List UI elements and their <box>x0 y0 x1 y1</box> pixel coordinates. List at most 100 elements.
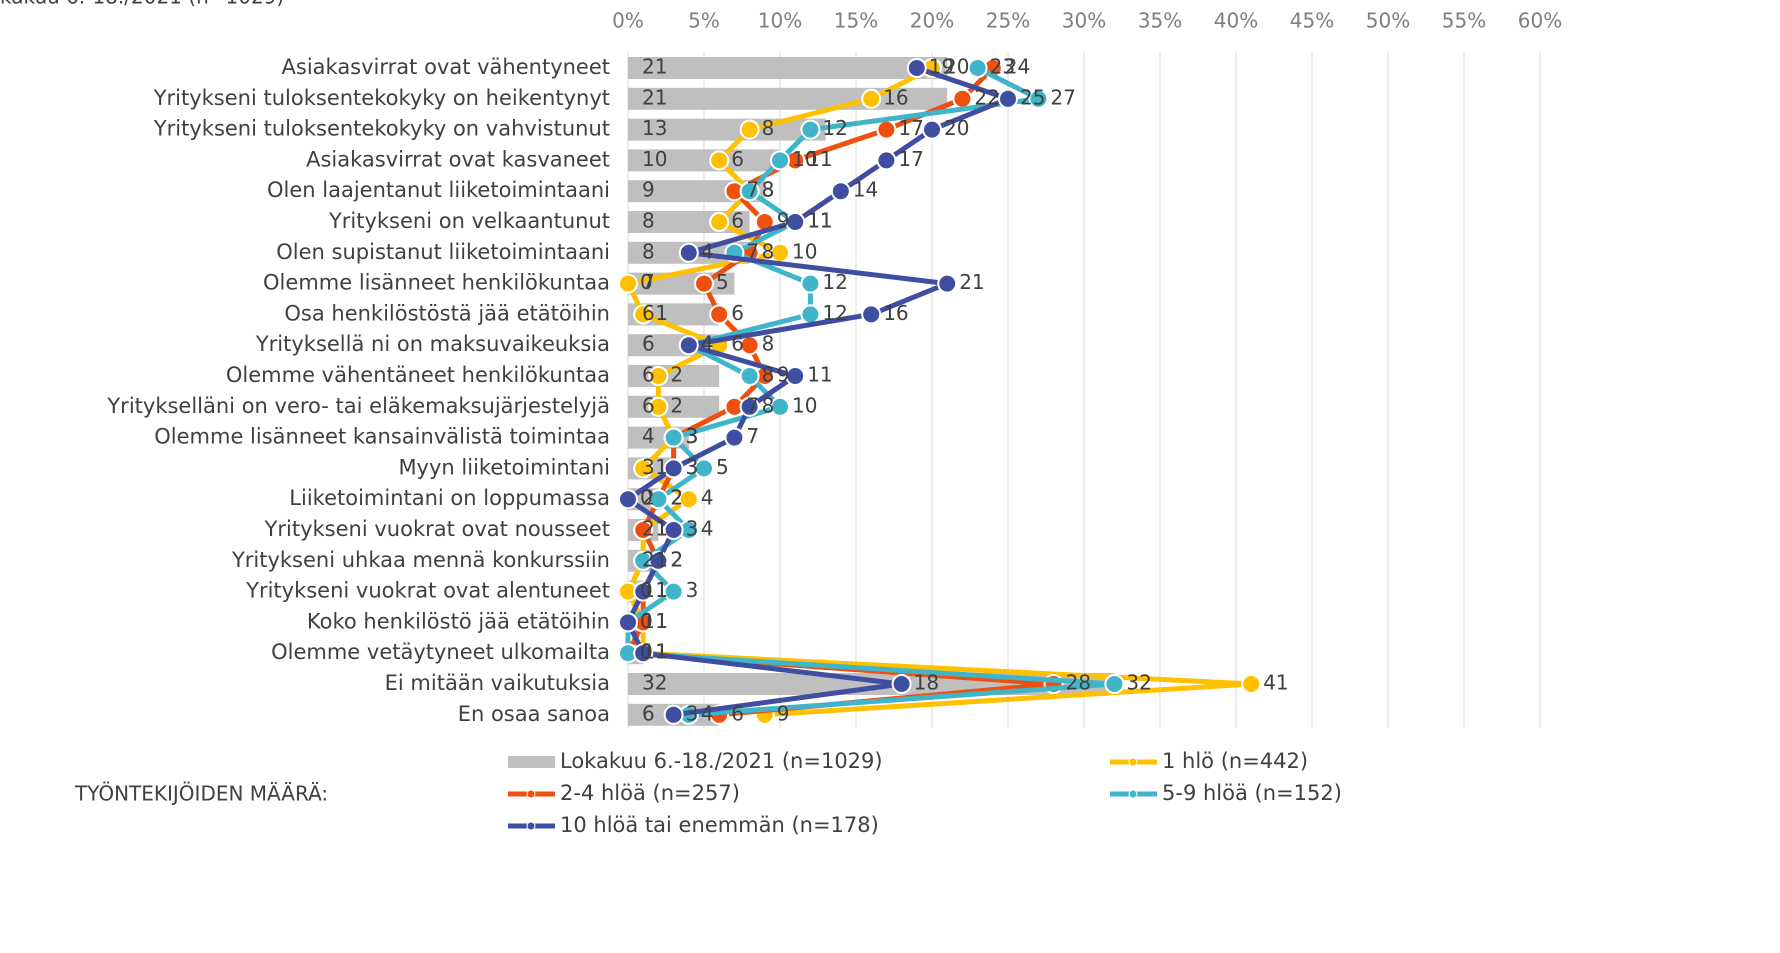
data-label: 32 <box>1126 671 1151 695</box>
legend-swatch <box>526 789 536 799</box>
data-label: 25 <box>1020 85 1045 109</box>
marker <box>861 88 882 109</box>
data-label: 12 <box>822 270 847 294</box>
data-label: 2 <box>642 517 655 541</box>
data-label: 0 <box>640 640 653 664</box>
data-label: 10 <box>792 239 817 263</box>
category-label: Yritykseni tuloksentekokyky on heikentyn… <box>153 86 610 110</box>
data-label: 13 <box>642 116 667 140</box>
data-label: 8 <box>762 178 775 202</box>
data-label: 8 <box>762 116 775 140</box>
legend-swatch <box>508 756 555 768</box>
x-tick-label: 5% <box>688 9 720 33</box>
data-label: 11 <box>807 147 832 171</box>
marker <box>1241 674 1262 694</box>
data-label: 0 <box>640 609 653 633</box>
marker <box>891 674 912 694</box>
marker <box>648 489 669 510</box>
data-label: 4 <box>701 332 714 356</box>
data-label: 32 <box>642 671 667 695</box>
data-label: 8 <box>762 239 775 263</box>
category-label: Olemme lisänneet henkilökuntaa <box>263 271 610 295</box>
marker <box>663 520 684 540</box>
data-label: 24 <box>1005 55 1030 79</box>
data-label: 2 <box>642 486 655 510</box>
legend-label: 10 hlöä tai enemmän (n=178) <box>560 813 879 837</box>
data-label: 8 <box>762 393 775 417</box>
marker <box>663 427 684 448</box>
marker <box>663 581 684 602</box>
x-tick-label: 0% <box>612 9 644 33</box>
data-label: 6 <box>642 701 655 725</box>
data-label: 3 <box>686 424 699 448</box>
data-label: 21 <box>642 85 667 109</box>
data-label: 6 <box>642 332 655 356</box>
marker <box>648 366 669 386</box>
data-label: 20 <box>944 116 969 140</box>
marker <box>633 458 654 479</box>
legend-swatch <box>1128 757 1138 767</box>
data-label: 5 <box>716 455 729 479</box>
x-tick-label: 55% <box>1442 9 1486 33</box>
data-label: 3 <box>642 455 655 479</box>
data-label: 4 <box>701 239 714 263</box>
category-label: Liiketoimintani on loppumassa <box>289 486 610 510</box>
x-tick-label: 50% <box>1366 9 1410 33</box>
x-tick-label: 45% <box>1290 9 1334 33</box>
data-label: 8 <box>642 239 655 263</box>
marker <box>770 150 790 171</box>
x-tick-label: 20% <box>910 9 954 33</box>
data-label: 6 <box>642 393 655 417</box>
data-label: 1 <box>655 640 668 664</box>
marker <box>739 396 760 417</box>
data-label: 1 <box>655 547 668 571</box>
data-label: 3 <box>686 424 699 448</box>
marker <box>770 396 790 417</box>
data-label: 6 <box>731 147 744 171</box>
data-label: 3 <box>686 455 699 479</box>
data-label: 1 <box>655 609 668 633</box>
data-label: 7 <box>746 393 759 417</box>
data-label: 1 <box>655 547 668 571</box>
marker <box>694 458 714 479</box>
data-label: 1 <box>655 609 668 633</box>
marker <box>633 304 654 325</box>
marker <box>876 150 897 171</box>
data-label: 3 <box>686 578 699 602</box>
data-label: 27 <box>1050 85 1075 109</box>
data-label: 16 <box>883 85 908 109</box>
marker <box>663 704 684 725</box>
data-label: 1 <box>655 455 668 479</box>
x-tick-label: 25% <box>986 9 1030 33</box>
data-label: 11 <box>807 209 832 233</box>
data-label: 8 <box>642 209 655 233</box>
data-label: 4 <box>642 424 655 448</box>
data-label: 8 <box>762 178 775 202</box>
category-label: Yritykseni uhkaa mennä konkurssiin <box>231 548 610 572</box>
category-label: Yrityksellä ni on maksuvaikeuksia <box>255 332 610 356</box>
marker <box>678 335 699 356</box>
marker <box>861 304 882 325</box>
category-label: Olen laajentanut liiketoimintaani <box>267 178 610 202</box>
marker <box>800 273 821 294</box>
category-label: Asiakasvirrat ovat vähentyneet <box>282 55 610 79</box>
data-label: 6 <box>642 301 655 325</box>
x-tick-label: 35% <box>1138 9 1182 33</box>
data-label: 2 <box>642 547 655 571</box>
data-label: 3 <box>686 424 699 448</box>
data-label: 1 <box>655 517 668 541</box>
data-label: 41 <box>1263 671 1288 695</box>
legend-label: 1 hlö (n=442) <box>1162 749 1308 773</box>
category-label: Osa henkilöstöstä jää etätöihin <box>284 301 610 325</box>
category-label: Yritykseni on velkaantunut <box>328 209 610 233</box>
marker <box>648 396 669 417</box>
marker <box>648 550 669 571</box>
marker <box>922 119 942 140</box>
marker <box>937 273 958 294</box>
data-label: 5 <box>716 270 729 294</box>
marker <box>785 366 806 386</box>
data-label: 1 <box>655 578 668 602</box>
data-label: 1 <box>642 640 655 664</box>
legend-label: 2-4 hlöä (n=257) <box>560 781 740 805</box>
data-label: 21 <box>959 270 984 294</box>
